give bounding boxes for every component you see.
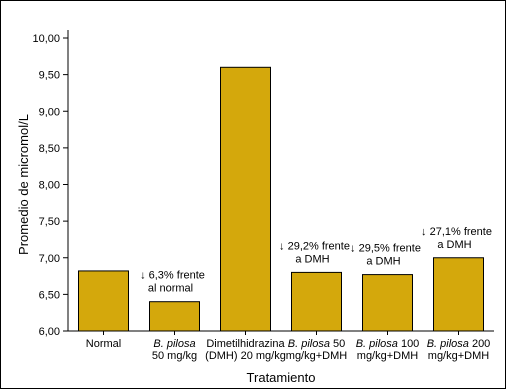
bar <box>78 270 129 332</box>
x-tick-label: B. pilosa <box>153 338 195 350</box>
bar-annotation: ↓ 27,1% frente <box>421 226 492 238</box>
bar <box>220 66 271 332</box>
x-tick-label: Normal <box>86 338 121 350</box>
y-axis-ticks: 6,00 6,50 7,00 7,50 8,00 8,50 9,00 9,50 10,00 <box>32 33 68 338</box>
bar <box>433 257 484 332</box>
y-tick-label: 9,00 <box>39 106 60 118</box>
x-tick-label: (DMH) 20 mg/kg <box>205 350 286 362</box>
bar-annotation: ↓ 29,5% frente <box>350 243 421 255</box>
x-tick-label: B. pilosa 200 <box>427 338 491 350</box>
y-tick-label: 6,00 <box>39 326 60 338</box>
bar-annotation: ↓ 6,3% frente <box>140 270 205 282</box>
y-tick-label: 10,00 <box>32 33 60 45</box>
y-tick-label: 6,50 <box>39 289 60 301</box>
bar <box>362 274 413 332</box>
x-tick-label: B. pilosa 50 <box>288 338 346 350</box>
x-tick-label: mg/kg+DMH <box>428 350 489 362</box>
y-axis-title: Promedio de micromol/L <box>16 114 31 255</box>
y-tick-label: 8,00 <box>39 180 60 192</box>
x-tick-label: 50 mg/kg <box>152 350 197 362</box>
bars-group <box>78 66 484 332</box>
bar-annotation: a DMH <box>366 256 400 268</box>
y-tick-label: 7,50 <box>39 216 60 228</box>
bar-annotation: a DMH <box>437 239 471 251</box>
x-tick-label: mg/kg+DMH <box>357 350 418 362</box>
y-tick-label: 7,00 <box>39 253 60 265</box>
x-axis-title: Tratamiento <box>247 370 316 385</box>
bar <box>291 271 342 332</box>
x-tick-label: mg/kg+DMH <box>286 350 347 362</box>
bar-annotation: a DMH <box>295 253 329 265</box>
bar <box>149 301 200 332</box>
y-tick-label: 9,50 <box>39 70 60 82</box>
bar-annotation: al normal <box>148 283 193 295</box>
x-tick-label: B. pilosa 100 <box>356 338 420 350</box>
y-tick-label: 8,50 <box>39 143 60 155</box>
x-tick-label: Dimetilhidrazina <box>206 338 285 350</box>
bar-annotation: ↓ 29,2% frente <box>279 240 350 252</box>
